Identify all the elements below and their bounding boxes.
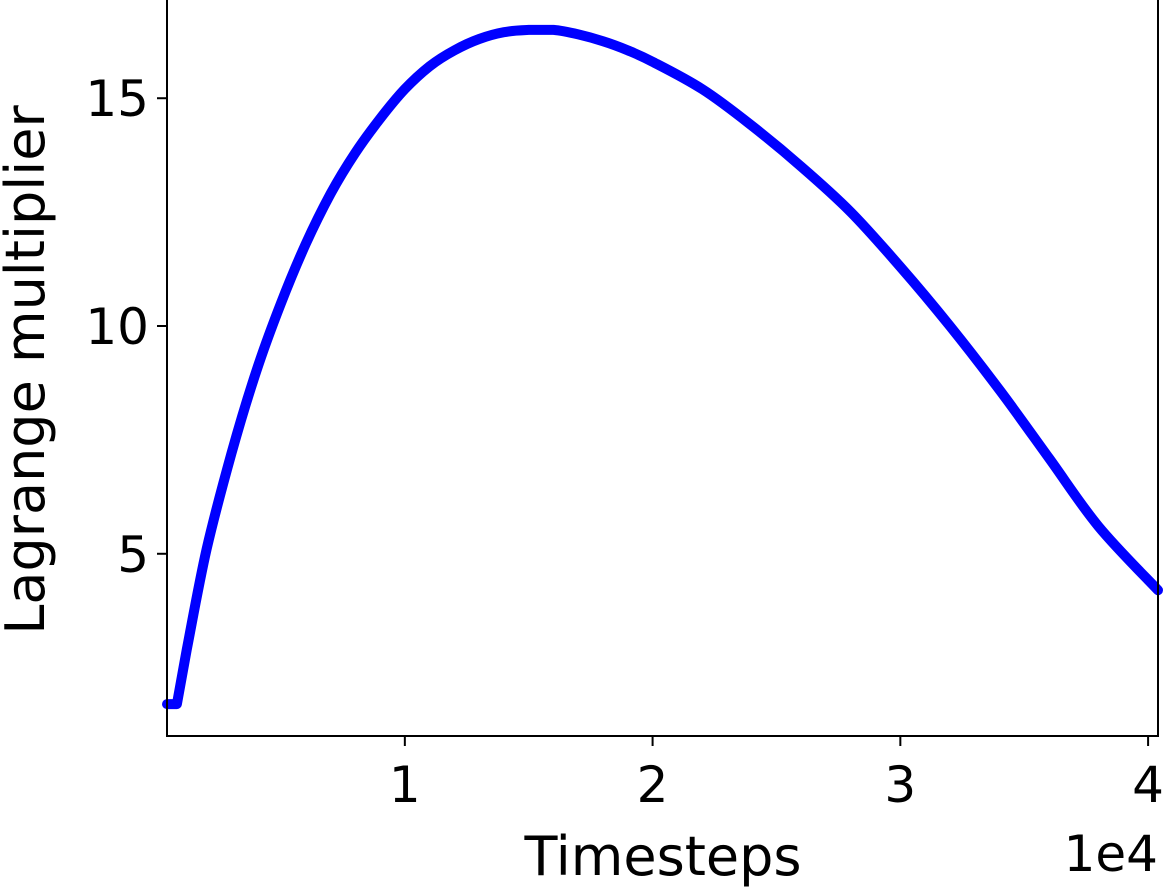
series-layer bbox=[162, 24, 1163, 710]
y-tick-label: 10 bbox=[85, 298, 149, 356]
plot-background bbox=[167, 0, 1158, 736]
plot-frame bbox=[166, 0, 1159, 737]
x-tick-label: 3 bbox=[884, 756, 916, 814]
x-tick-label: 4 bbox=[1132, 756, 1164, 814]
x-axis-label: Timesteps bbox=[523, 825, 801, 887]
x-axis-offset-label: 1e4 bbox=[1064, 825, 1158, 883]
x-tick-label: 2 bbox=[637, 756, 669, 814]
x-tick-label: 1 bbox=[389, 756, 421, 814]
y-tick-label: 15 bbox=[85, 70, 149, 128]
series-line bbox=[162, 24, 1163, 710]
y-axis-label: Lagrange multiplier bbox=[0, 105, 57, 635]
y-tick-label: 5 bbox=[117, 526, 149, 584]
ticks-layer: 1 2 3 4 5 10 15 bbox=[85, 70, 1164, 814]
